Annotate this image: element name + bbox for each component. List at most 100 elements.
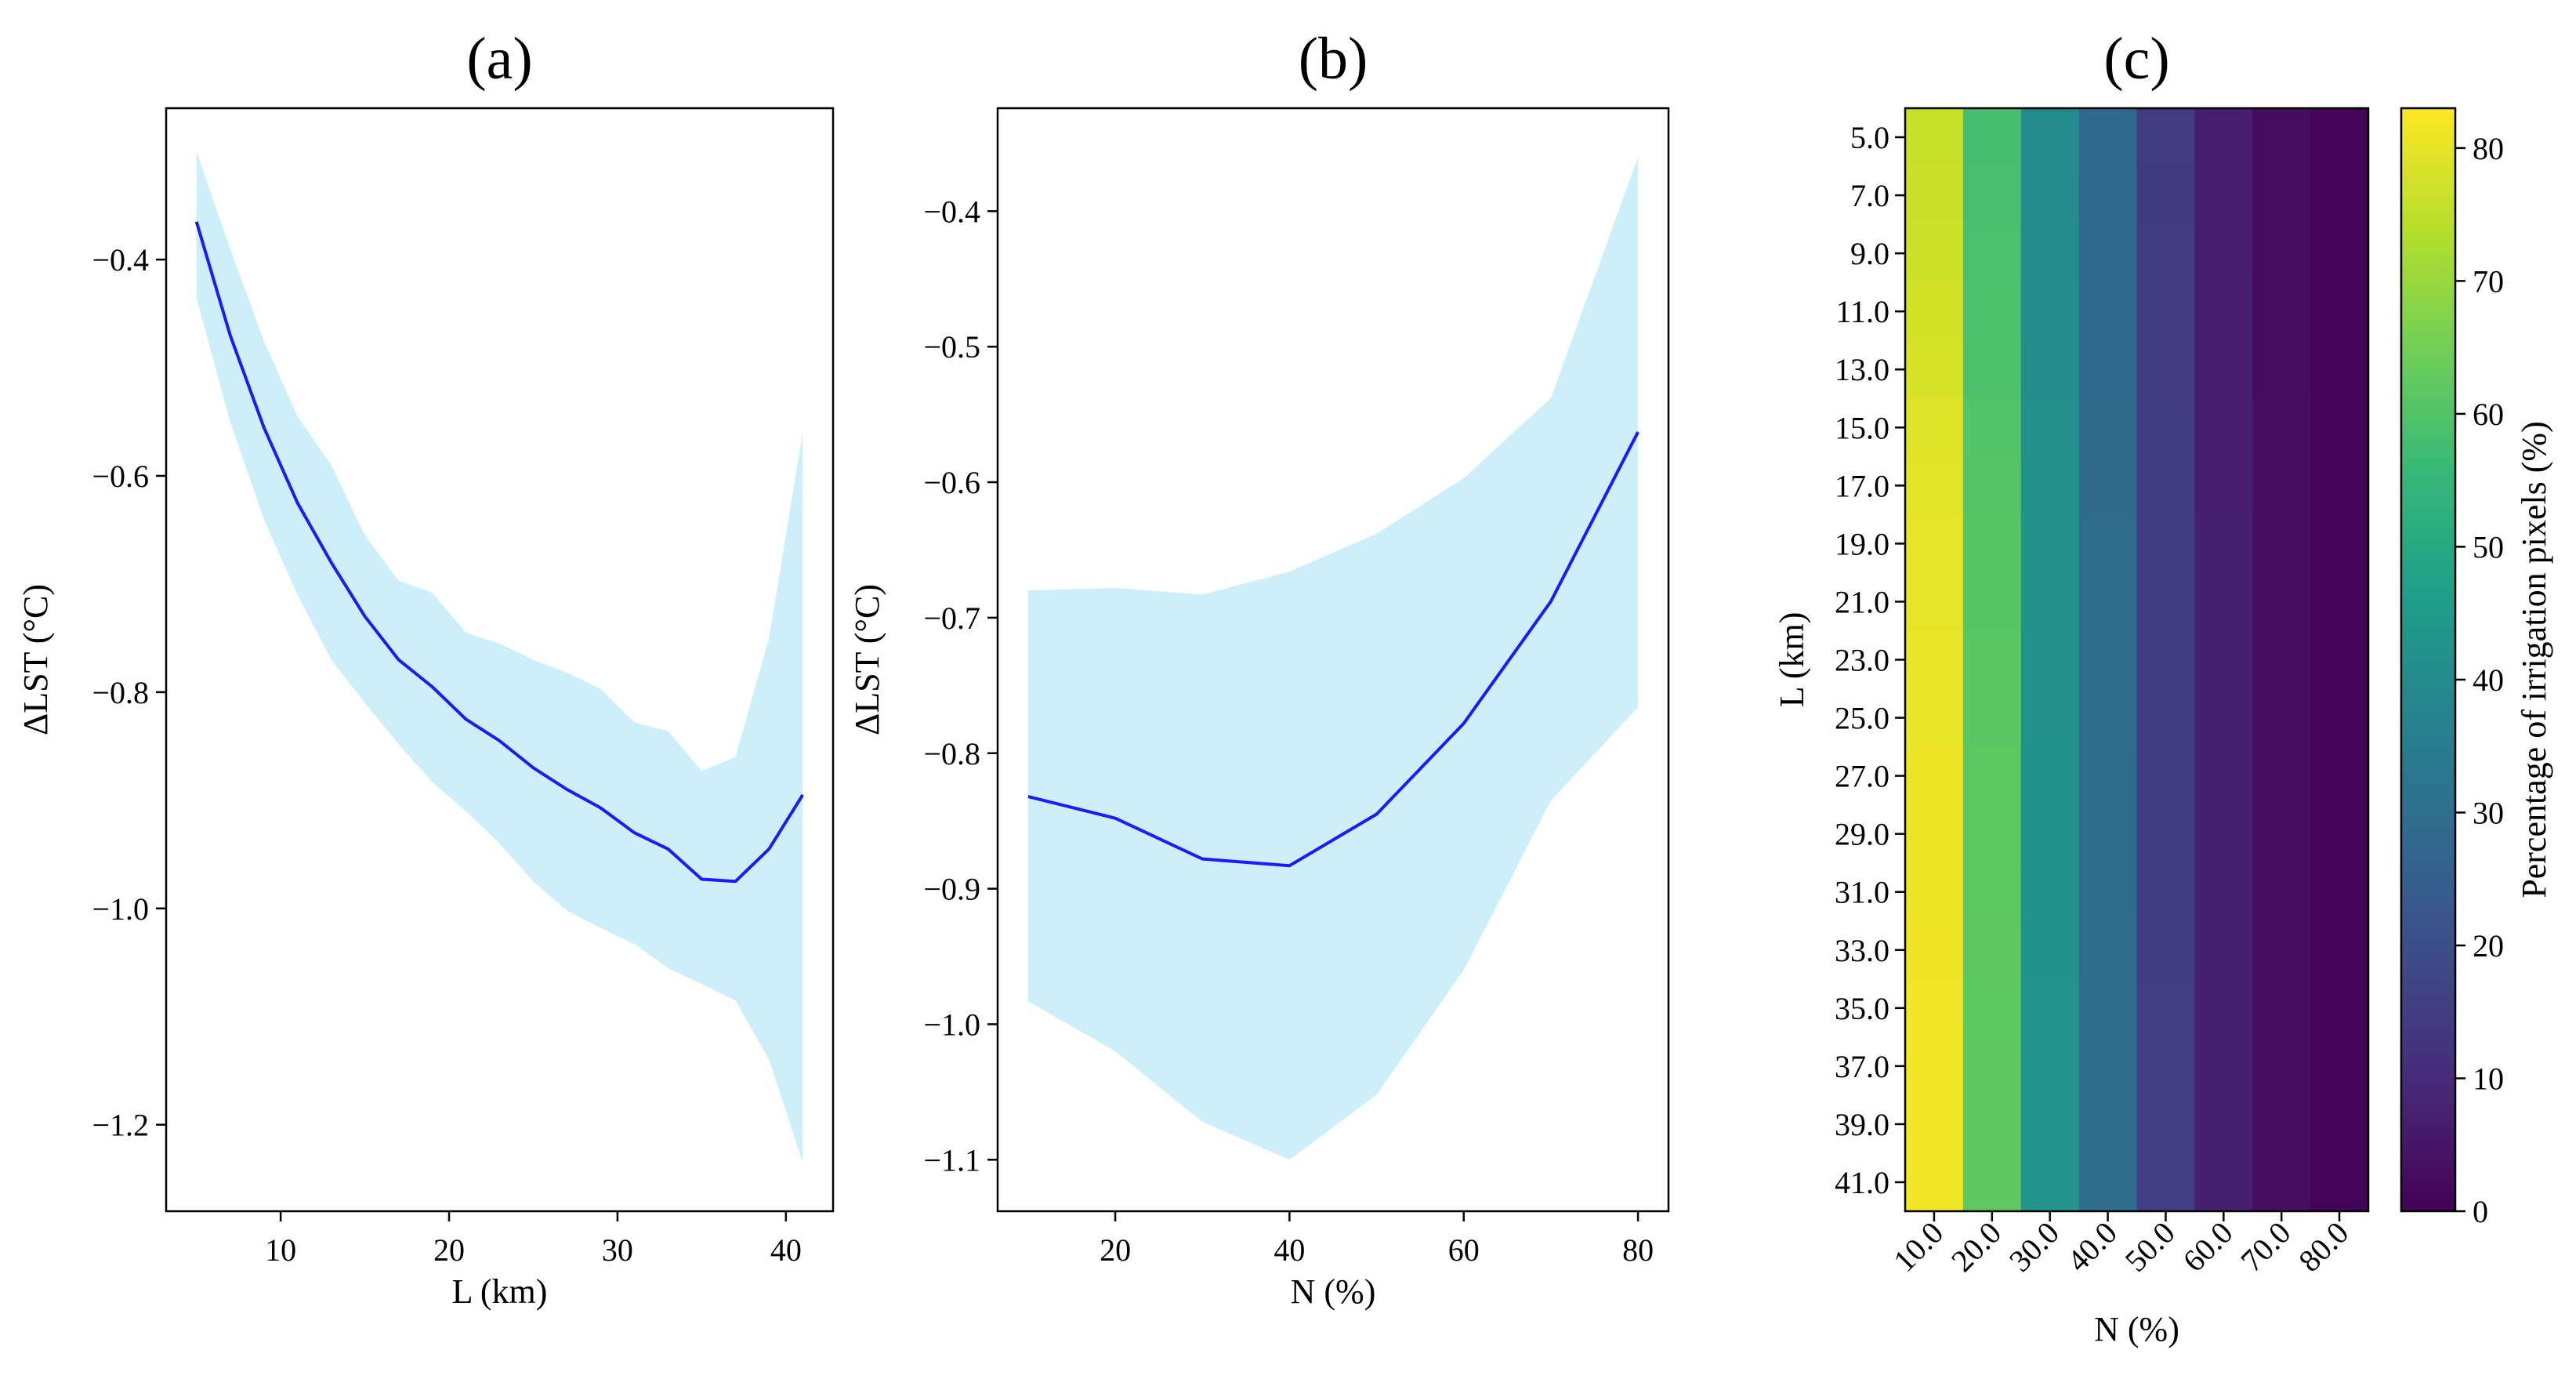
heatmap-cell xyxy=(2194,920,2253,980)
heatmap-cell xyxy=(2252,630,2311,690)
heatmap-cell xyxy=(2252,340,2311,399)
heatmap-cell xyxy=(2252,688,2311,748)
heatmap-cell xyxy=(2078,630,2138,690)
y-tick-label: −1.1 xyxy=(923,1142,980,1178)
y-tick-label: 33.0 xyxy=(1835,933,1889,968)
heatmap-cell xyxy=(2078,398,2138,457)
panel-b: 20 40 60 80 −0.4 −0.5 −0.6 −0.7 −0.8 −0.9 −1.0 −1.1… xyxy=(848,26,1670,1311)
y-tick-label: −0.4 xyxy=(92,242,149,278)
heatmap-cell xyxy=(2020,1036,2080,1096)
y-tick-label: 27.0 xyxy=(1835,759,1889,794)
heatmap-cell xyxy=(2136,862,2195,922)
colorbar-label: Percentage of irrigation pixels (%) xyxy=(2515,421,2553,898)
heatmap-cell xyxy=(2020,920,2080,980)
heatmap-cell xyxy=(1905,340,1964,399)
heatmap-cell xyxy=(2252,1094,2311,1154)
heatmap-cell xyxy=(2078,978,2138,1038)
heatmap-cell xyxy=(2020,514,2080,574)
heatmap-cell xyxy=(2194,166,2253,225)
heatmap-cell xyxy=(2020,282,2080,341)
y-tick-label: 39.0 xyxy=(1835,1107,1889,1142)
heatmap-cell xyxy=(2252,572,2311,632)
mean-line xyxy=(1027,431,1639,868)
x-tick-label: 20.0 xyxy=(1944,1215,2008,1279)
colorbar-tick-label: 20 xyxy=(2473,928,2504,963)
heatmap-cell xyxy=(1962,224,2022,283)
panel-title: (b) xyxy=(1299,26,1368,92)
y-tick-label: 15.0 xyxy=(1835,410,1889,445)
heatmap-cell xyxy=(2020,804,2080,864)
colorbar: 0 10 20 30 40 50 60 70 80 Percentage of irrigatio… xyxy=(2400,107,2553,1229)
y-tick-label: −0.8 xyxy=(92,675,149,710)
heatmap-cell xyxy=(2310,224,2369,283)
heatmap-cell xyxy=(1905,108,1964,167)
heatmap-cell xyxy=(2252,1152,2311,1212)
x-tick-label: 40 xyxy=(770,1232,802,1268)
heatmap-cell xyxy=(1962,746,2022,806)
colorbar-tick-label: 40 xyxy=(2473,662,2504,698)
colorbar-tick-label: 70 xyxy=(2473,263,2504,299)
y-tick-label: 29.0 xyxy=(1835,817,1889,852)
heatmap-cell xyxy=(2136,688,2195,748)
heatmap-cell xyxy=(2020,978,2080,1038)
x-tick-label: 40 xyxy=(1274,1232,1305,1268)
heatmap-cell xyxy=(1962,630,2022,690)
heatmap-cell xyxy=(2020,1094,2080,1154)
y-tick-label: 17.0 xyxy=(1835,468,1889,503)
heatmap-cell xyxy=(2136,514,2195,574)
heatmap-cell xyxy=(1962,1152,2022,1212)
colorbar-tick-label: 0 xyxy=(2473,1194,2488,1229)
heatmap-cell xyxy=(2194,1152,2253,1212)
heatmap-cell xyxy=(1962,166,2022,225)
heatmap-cell xyxy=(2078,108,2138,167)
x-tick-label: 10 xyxy=(265,1232,296,1268)
colorbar-tick-label: 30 xyxy=(2473,795,2504,830)
heatmap-cell xyxy=(2252,514,2311,574)
heatmap-cell xyxy=(2020,746,2080,806)
x-tick-label: 30 xyxy=(602,1232,633,1268)
heatmap-cell xyxy=(2310,804,2369,864)
heatmap-cell xyxy=(2078,456,2138,515)
y-tick-label: −0.9 xyxy=(923,872,980,907)
y-tick-label: −0.5 xyxy=(923,329,980,365)
heatmap-cell xyxy=(2136,920,2195,980)
heatmap-cell xyxy=(2078,862,2138,922)
heatmap-cell xyxy=(2078,1036,2138,1096)
panel-title: (c) xyxy=(2103,26,2169,92)
colorbar-tick-label: 10 xyxy=(2473,1061,2504,1096)
heatmap-cell xyxy=(1905,1152,1964,1212)
y-tick-label: −1.2 xyxy=(92,1108,149,1143)
heatmap-cell xyxy=(1962,920,2022,980)
heatmap-cell xyxy=(1905,224,1964,283)
heatmap-cell xyxy=(2020,398,2080,457)
heatmap-cell xyxy=(2310,920,2369,980)
heatmap-cell xyxy=(2020,630,2080,690)
y-tick-label: 31.0 xyxy=(1835,875,1889,910)
heatmap-cell xyxy=(1962,572,2022,632)
x-tick-label: 60 xyxy=(1448,1232,1480,1268)
heatmap-cell xyxy=(2020,224,2080,283)
heatmap-cell xyxy=(2194,398,2253,457)
heatmap-cell xyxy=(1905,978,1964,1038)
heatmap-cell xyxy=(2310,746,2369,806)
colorbar-tick-label: 80 xyxy=(2473,131,2504,166)
x-tick-label: 80.0 xyxy=(2292,1215,2355,1279)
y-tick-label: 21.0 xyxy=(1835,584,1889,619)
heatmap-cell xyxy=(1962,514,2022,574)
y-tick-label: 37.0 xyxy=(1835,1049,1889,1084)
heatmap-cell xyxy=(2252,282,2311,341)
x-tick-label: 60.0 xyxy=(2176,1215,2239,1279)
x-tick-label: 70.0 xyxy=(2234,1215,2297,1279)
heatmap-cell xyxy=(2078,920,2138,980)
x-tick-label: 40.0 xyxy=(2060,1215,2124,1279)
heatmap-cell xyxy=(1962,1036,2022,1096)
heatmap-cell xyxy=(1905,920,1964,980)
heatmap-cell xyxy=(1962,804,2022,864)
heatmap-cell xyxy=(1905,514,1964,574)
heatmap-cell xyxy=(2136,282,2195,341)
heatmap-cell xyxy=(2020,572,2080,632)
heatmap-cell xyxy=(1962,456,2022,515)
heatmap-cell xyxy=(2020,108,2080,167)
heatmap-cell xyxy=(1962,1094,2022,1154)
